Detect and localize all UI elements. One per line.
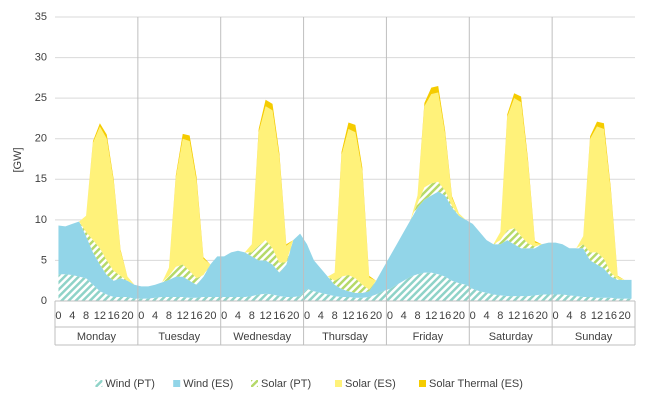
legend-swatch	[419, 380, 426, 387]
y-tick-label: 20	[35, 133, 47, 145]
y-tick-label: 5	[41, 254, 47, 266]
x-tick-label: 12	[508, 310, 520, 322]
x-tick-label: 8	[332, 310, 338, 322]
x-tick-label: 20	[536, 310, 548, 322]
y-tick-label: 25	[35, 92, 47, 104]
x-tick-label: 16	[273, 310, 285, 322]
y-tick-label: 15	[35, 173, 47, 185]
x-tick-label: 0	[138, 310, 144, 322]
x-tick-label: 4	[483, 310, 489, 322]
legend-label: Solar Thermal (ES)	[429, 378, 523, 390]
x-tick-label: 20	[453, 310, 465, 322]
day-label: Friday	[413, 331, 444, 343]
legend-label: Wind (PT)	[105, 378, 154, 390]
day-label: Monday	[77, 331, 117, 343]
x-tick-label: 16	[522, 310, 534, 322]
day-label: Saturday	[489, 331, 534, 343]
x-tick-label: 12	[425, 310, 437, 322]
x-tick-label: 12	[94, 310, 106, 322]
x-tick-label: 8	[414, 310, 420, 322]
area	[58, 191, 632, 299]
x-tick-label: 0	[221, 310, 227, 322]
x-tick-label: 4	[69, 310, 75, 322]
day-label: Thursday	[322, 331, 368, 343]
x-tick-label: 0	[470, 310, 476, 322]
legend-swatch	[95, 380, 103, 387]
y-tick-label: 30	[35, 51, 47, 63]
y-tick-label: 35	[35, 11, 47, 23]
x-tick-label: 16	[605, 310, 617, 322]
x-tick-label: 12	[259, 310, 271, 322]
y-axis-label: [GW]	[12, 147, 24, 172]
x-tick-label: 8	[497, 310, 503, 322]
x-tick-label: 8	[166, 310, 172, 322]
x-tick-label: 8	[83, 310, 89, 322]
x-tick-label: 8	[580, 310, 586, 322]
x-tick-label: 0	[387, 310, 393, 322]
legend-swatch	[251, 380, 258, 387]
legend-swatch	[335, 380, 342, 387]
x-tick-label: 16	[356, 310, 368, 322]
x-tick-label: 20	[619, 310, 631, 322]
area	[58, 272, 632, 301]
day-label: Tuesday	[158, 331, 200, 343]
x-tick-label: 20	[204, 310, 216, 322]
x-tick-label: 4	[152, 310, 158, 322]
x-tick-label: 16	[190, 310, 202, 322]
x-tick-label: 4	[566, 310, 572, 322]
legend-swatch	[173, 380, 181, 387]
x-tick-label: 20	[121, 310, 133, 322]
x-tick-label: 16	[439, 310, 451, 322]
day-label: Wednesday	[233, 331, 291, 343]
y-tick-label: 10	[35, 214, 47, 226]
day-label: Sunday	[575, 331, 613, 343]
legend-label: Solar (ES)	[345, 378, 396, 390]
area	[58, 92, 632, 290]
x-tick-label: 0	[553, 310, 559, 322]
x-tick-label: 20	[370, 310, 382, 322]
x-tick-label: 4	[401, 310, 407, 322]
x-tick-label: 12	[177, 310, 189, 322]
x-tick-label: 0	[304, 310, 310, 322]
x-tick-label: 16	[108, 310, 120, 322]
area	[58, 181, 632, 293]
x-tick-label: 0	[55, 310, 61, 322]
legend-label: Wind (ES)	[183, 378, 233, 390]
y-tick-label: 0	[41, 295, 47, 307]
x-tick-label: 20	[287, 310, 299, 322]
x-tick-label: 4	[318, 310, 324, 322]
x-tick-label: 12	[591, 310, 603, 322]
x-tick-label: 12	[342, 310, 354, 322]
x-tick-label: 8	[249, 310, 255, 322]
x-tick-label: 4	[235, 310, 241, 322]
legend-label: Solar (PT)	[261, 378, 311, 390]
